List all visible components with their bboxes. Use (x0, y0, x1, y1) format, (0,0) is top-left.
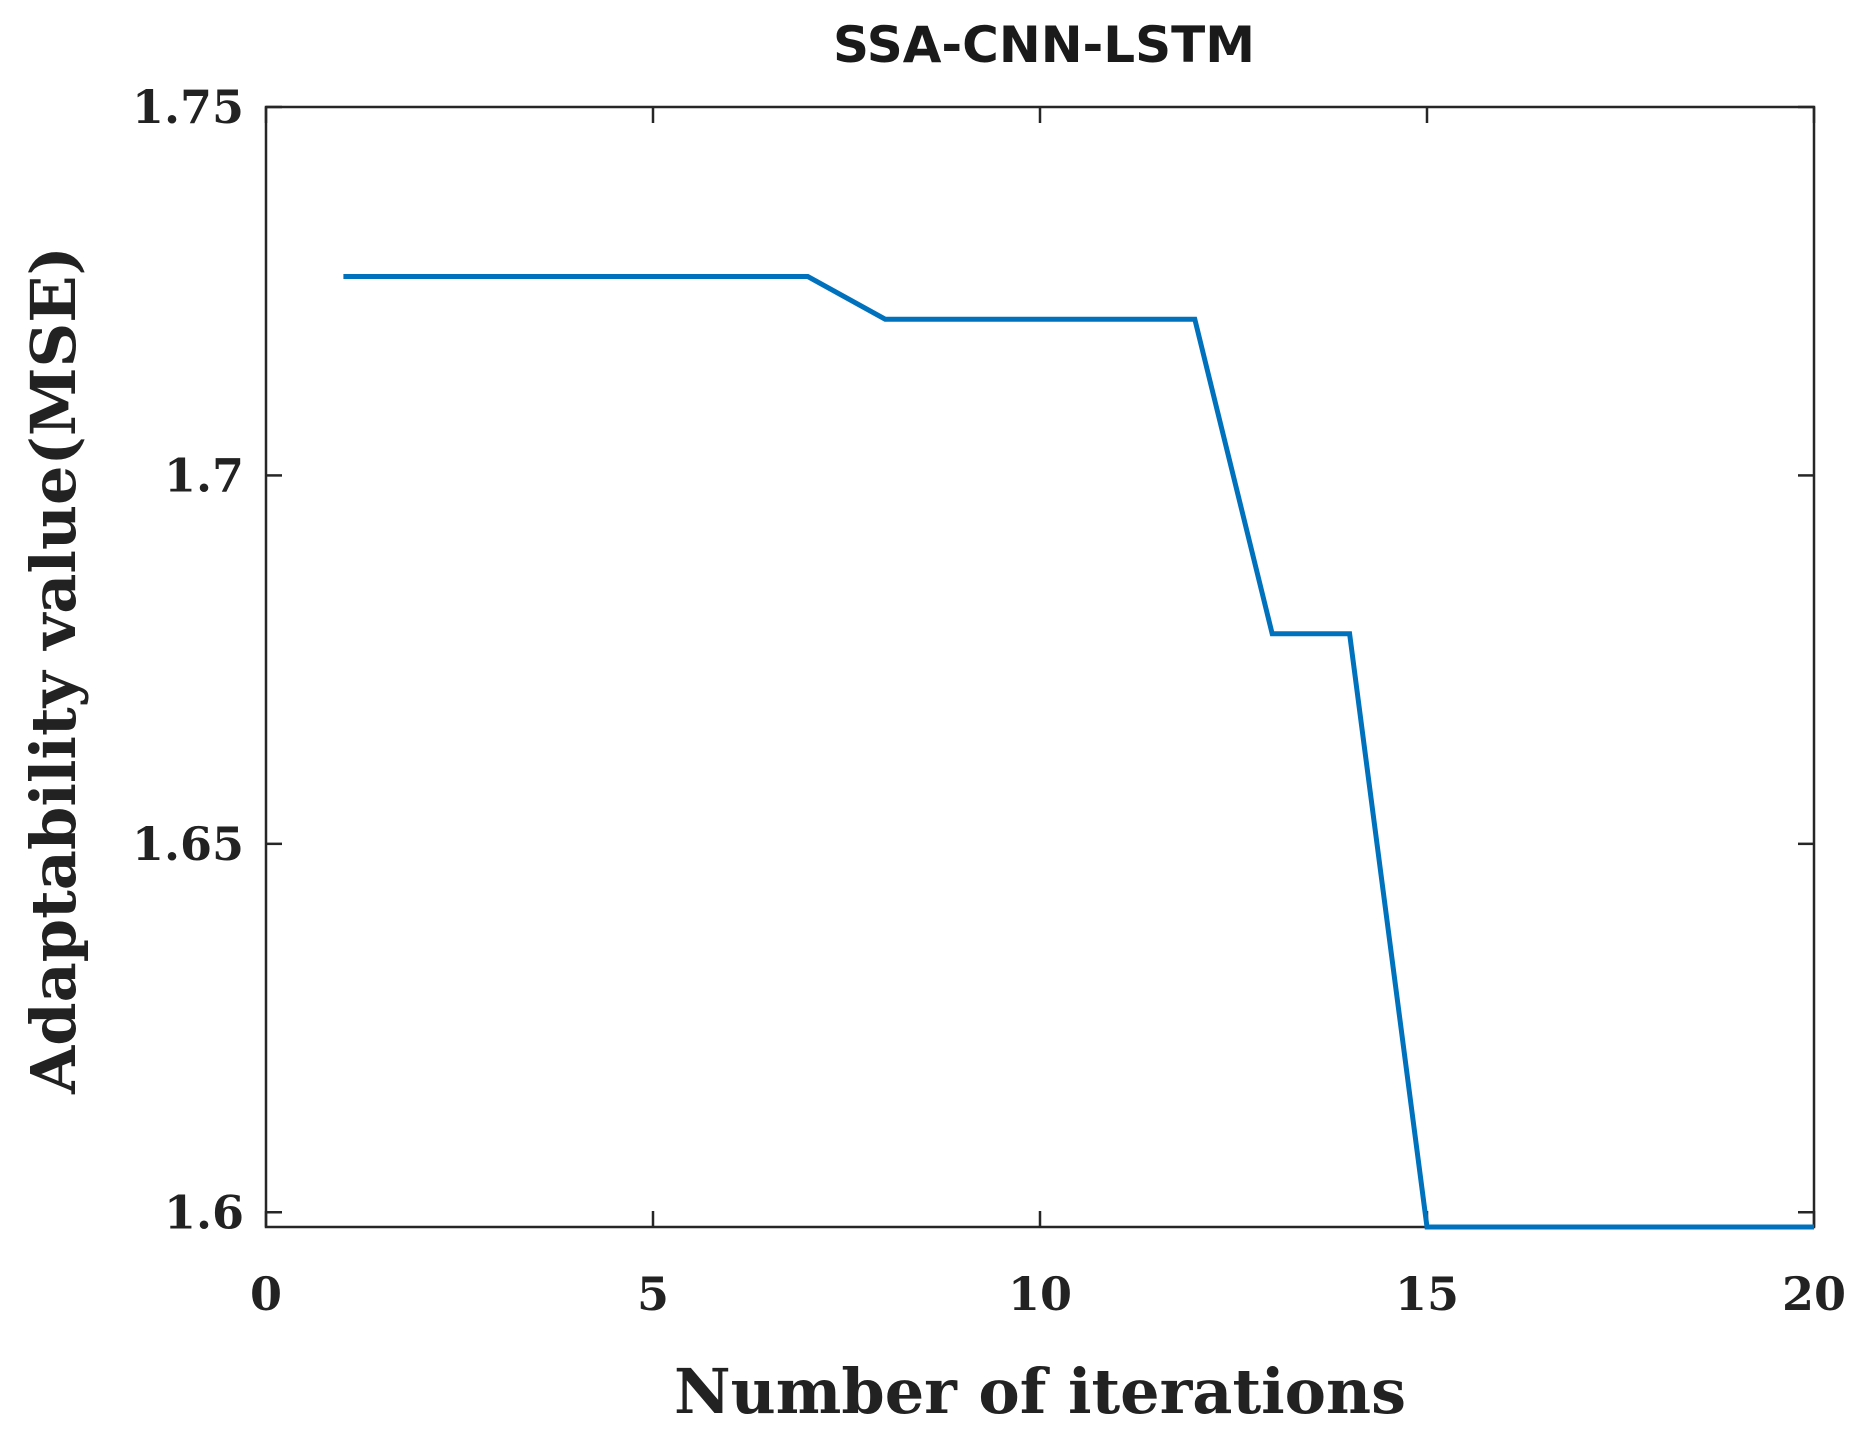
series-line (343, 274, 1814, 1230)
y-axis-label: Adaptability value(MSE) (17, 246, 90, 1095)
x-tick-label: 5 (637, 1267, 669, 1321)
x-axis-label: Number of iterations (674, 1355, 1406, 1428)
y-tick-label: 1.65 (132, 817, 244, 871)
x-tick-label: 0 (250, 1267, 282, 1321)
chart-title: SSA-CNN-LSTM (833, 16, 1255, 74)
y-tick-labels: 1.6 1.65 1.7 1.75 (132, 80, 244, 1239)
x-tick-label: 10 (1008, 1267, 1072, 1321)
x-tick-label: 20 (1782, 1267, 1846, 1321)
y-tick-label: 1.7 (164, 448, 244, 502)
x-tick-labels: 0 5 10 15 20 (250, 1267, 1846, 1321)
y-tick-label: 1.6 (164, 1185, 244, 1239)
x-tick-label: 15 (1395, 1267, 1459, 1321)
series-layer (343, 274, 1814, 1230)
tick-marks (264, 105, 1816, 1227)
y-tick-label: 1.75 (132, 80, 244, 134)
